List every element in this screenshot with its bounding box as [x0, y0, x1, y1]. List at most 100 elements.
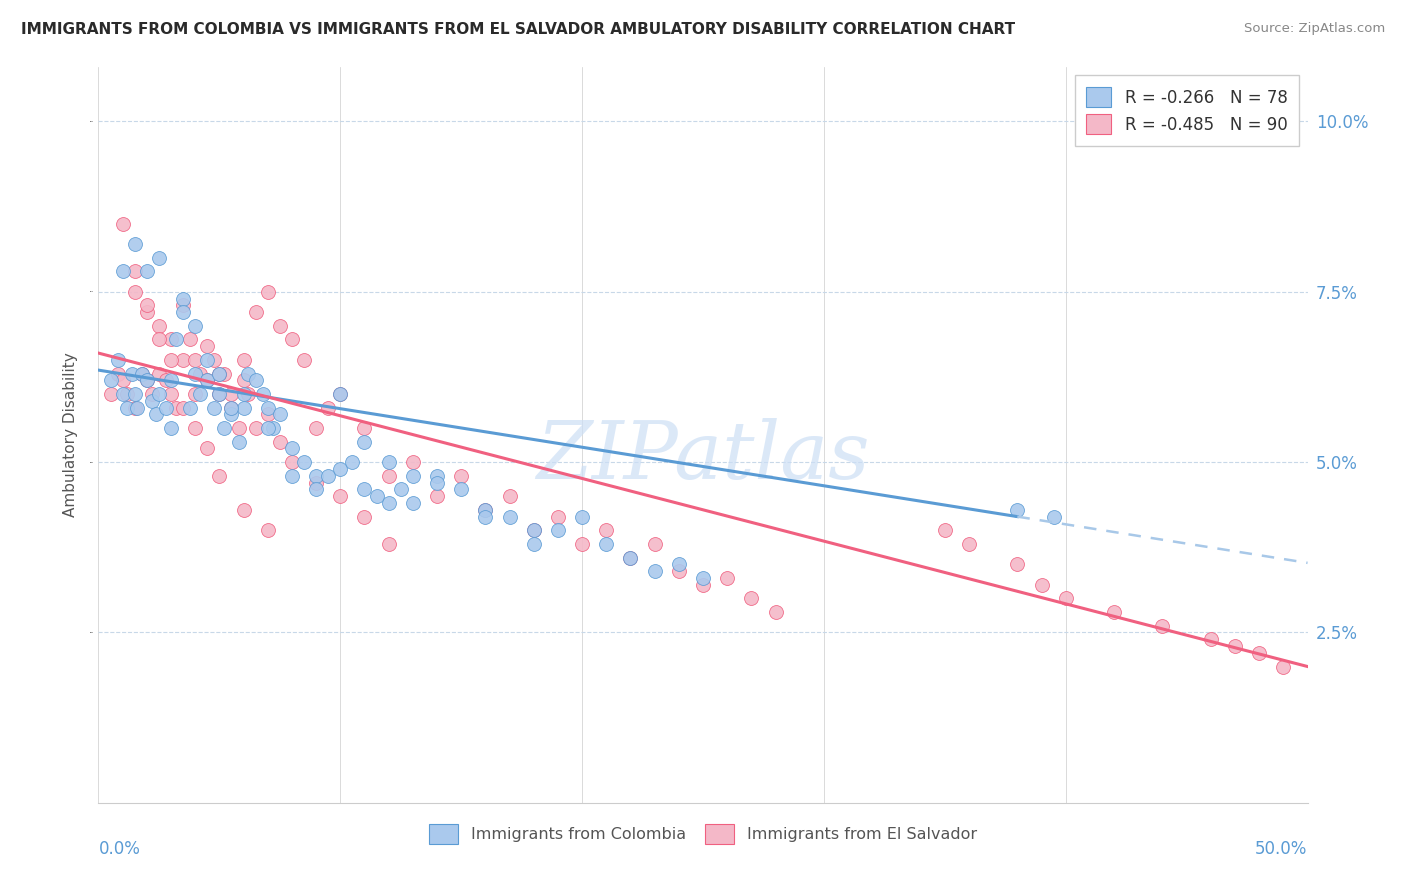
- Point: [1054, 591, 1077, 606]
- Text: 50.0%: 50.0%: [1256, 839, 1308, 857]
- Point: [377, 496, 399, 510]
- Point: [377, 455, 399, 469]
- Point: [292, 352, 315, 367]
- Point: [100, 373, 122, 387]
- Point: [595, 523, 617, 537]
- Point: [184, 387, 207, 401]
- Point: [245, 373, 267, 387]
- Point: [523, 523, 546, 537]
- Point: [329, 489, 352, 503]
- Point: [402, 468, 425, 483]
- Point: [377, 468, 399, 483]
- Point: [111, 387, 134, 401]
- Point: [1249, 646, 1271, 660]
- Point: [256, 523, 278, 537]
- Point: [668, 558, 690, 572]
- Point: [269, 408, 291, 422]
- Point: [269, 434, 291, 449]
- Point: [111, 373, 134, 387]
- Point: [595, 537, 617, 551]
- Point: [305, 468, 328, 483]
- Point: [523, 523, 546, 537]
- Point: [256, 285, 278, 299]
- Point: [1031, 578, 1053, 592]
- Point: [281, 442, 304, 456]
- Point: [107, 367, 129, 381]
- Point: [135, 373, 157, 387]
- Point: [148, 318, 170, 333]
- Point: [716, 571, 738, 585]
- Point: [281, 468, 304, 483]
- Point: [426, 475, 449, 490]
- Point: [366, 489, 388, 503]
- Point: [256, 401, 278, 415]
- Point: [228, 421, 250, 435]
- Point: [644, 537, 666, 551]
- Point: [547, 509, 569, 524]
- Point: [155, 373, 177, 387]
- Point: [353, 434, 375, 449]
- Point: [172, 305, 194, 319]
- Point: [155, 401, 177, 415]
- Point: [131, 367, 153, 381]
- Point: [474, 509, 496, 524]
- Point: [238, 387, 260, 401]
- Point: [353, 483, 375, 497]
- Point: [474, 503, 496, 517]
- Point: [212, 421, 235, 435]
- Point: [172, 298, 194, 312]
- Point: [179, 401, 201, 415]
- Point: [256, 408, 278, 422]
- Point: [111, 217, 134, 231]
- Point: [668, 564, 690, 578]
- Point: [252, 387, 274, 401]
- Point: [377, 537, 399, 551]
- Point: [402, 496, 425, 510]
- Point: [135, 264, 157, 278]
- Point: [740, 591, 762, 606]
- Point: [1007, 558, 1029, 572]
- Point: [329, 462, 352, 476]
- Point: [692, 571, 714, 585]
- Point: [204, 401, 226, 415]
- Point: [160, 387, 183, 401]
- Point: [619, 550, 641, 565]
- Point: [117, 387, 139, 401]
- Point: [124, 401, 146, 415]
- Point: [1272, 659, 1295, 673]
- Point: [195, 442, 218, 456]
- Point: [957, 537, 980, 551]
- Point: [1102, 605, 1125, 619]
- Point: [474, 503, 496, 517]
- Point: [195, 373, 218, 387]
- Point: [281, 455, 304, 469]
- Point: [450, 483, 472, 497]
- Point: [148, 387, 170, 401]
- Point: [342, 455, 364, 469]
- Point: [160, 352, 183, 367]
- Point: [208, 387, 231, 401]
- Point: [498, 489, 520, 503]
- Point: [135, 373, 157, 387]
- Point: [148, 333, 170, 347]
- Point: [124, 285, 146, 299]
- Point: [221, 401, 243, 415]
- Point: [245, 305, 267, 319]
- Point: [281, 333, 304, 347]
- Point: [547, 523, 569, 537]
- Point: [165, 401, 187, 415]
- Point: [124, 264, 146, 278]
- Point: [141, 387, 163, 401]
- Y-axis label: Ambulatory Disability: Ambulatory Disability: [63, 352, 79, 517]
- Point: [765, 605, 787, 619]
- Point: [145, 408, 167, 422]
- Point: [160, 333, 183, 347]
- Point: [644, 564, 666, 578]
- Point: [389, 483, 412, 497]
- Point: [426, 468, 449, 483]
- Point: [571, 537, 593, 551]
- Point: [256, 421, 278, 435]
- Point: [148, 251, 170, 265]
- Point: [172, 352, 194, 367]
- Point: [160, 421, 183, 435]
